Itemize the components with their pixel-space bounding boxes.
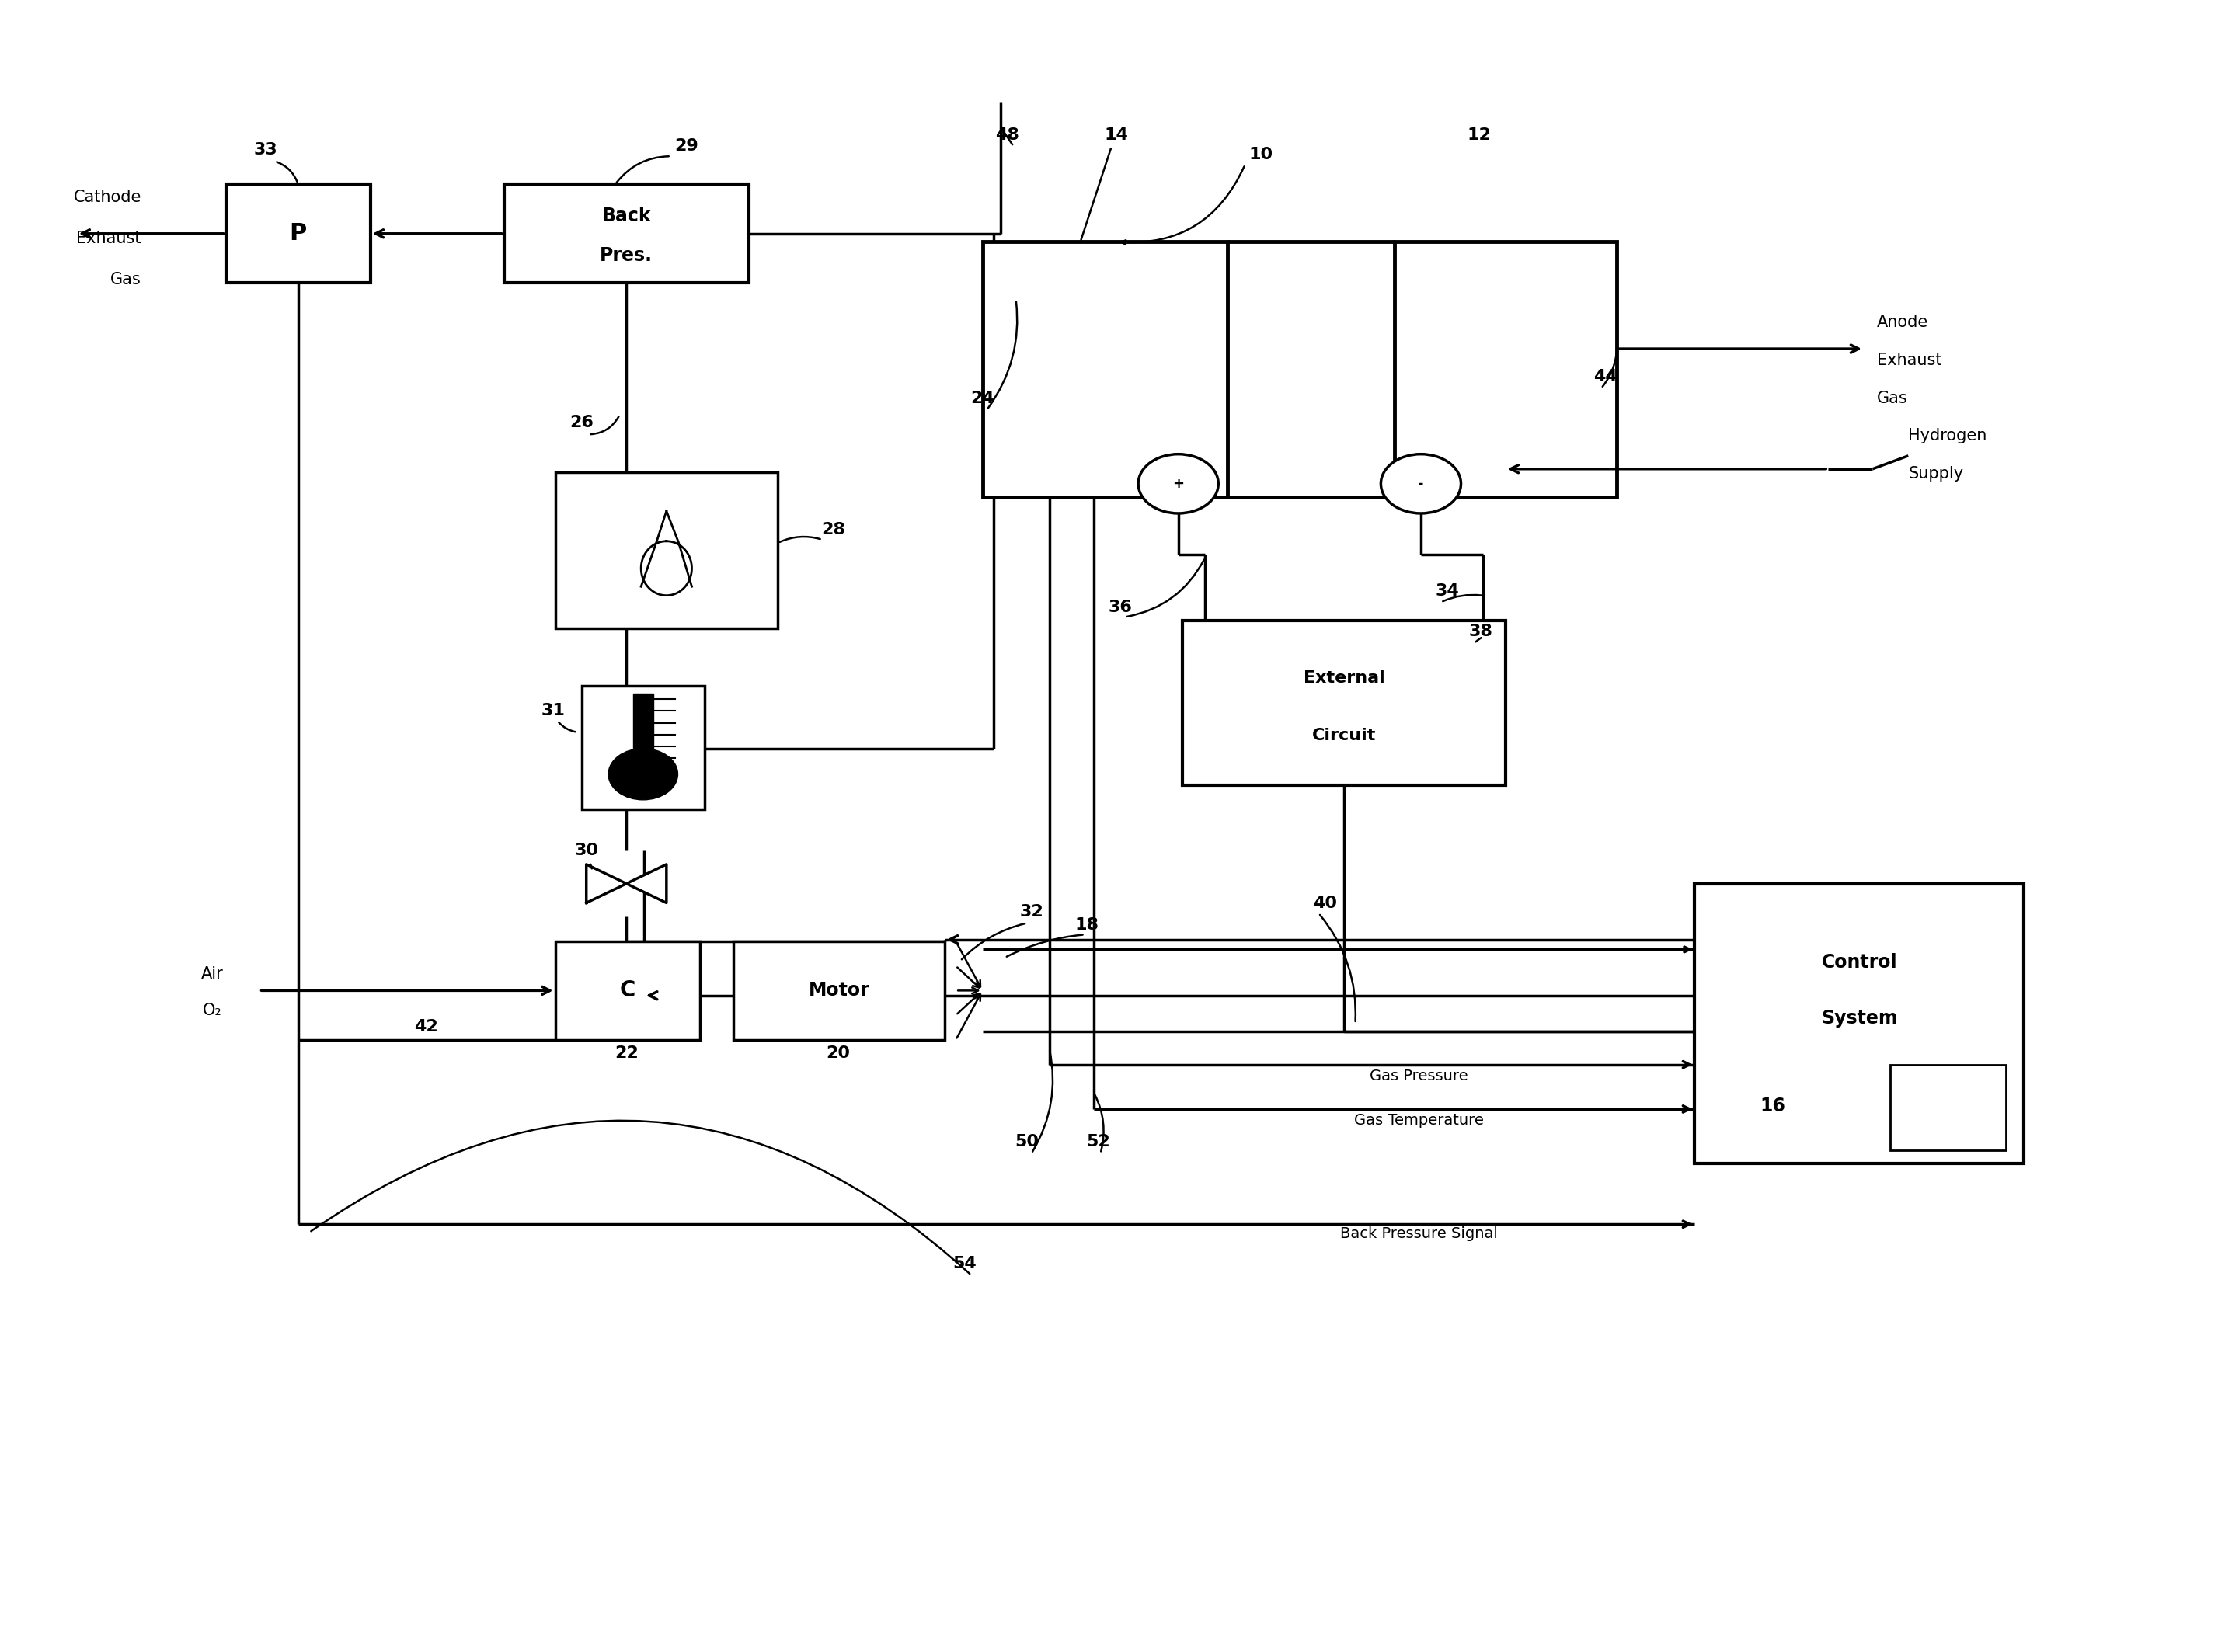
Text: 24: 24 [971,390,995,406]
Text: 16: 16 [1759,1097,1786,1115]
Text: Hydrogen: Hydrogen [1908,428,1986,444]
Text: Gas: Gas [109,273,141,287]
Text: Motor: Motor [808,981,870,999]
Text: 48: 48 [995,127,1020,142]
Text: 42: 42 [415,1019,437,1034]
Text: 18: 18 [1076,917,1098,932]
Text: 32: 32 [1020,904,1042,919]
Text: Gas: Gas [1877,390,1908,406]
Circle shape [1138,454,1219,514]
Text: Back: Back [603,206,652,225]
Bar [1183,620,1504,785]
Text: Gas Temperature: Gas Temperature [1355,1113,1484,1128]
Text: 20: 20 [826,1046,850,1061]
Circle shape [1382,454,1462,514]
Text: Exhaust: Exhaust [76,231,141,246]
Text: 44: 44 [1594,368,1618,385]
Bar [504,185,748,282]
Text: 34: 34 [1435,583,1460,598]
Text: 40: 40 [1312,895,1337,912]
Text: 36: 36 [1109,600,1132,615]
Text: 52: 52 [1087,1135,1109,1150]
Bar [1891,1064,2007,1150]
Circle shape [609,748,679,800]
Text: 22: 22 [614,1046,638,1061]
Text: 26: 26 [569,415,594,431]
Polygon shape [587,864,667,904]
Text: 31: 31 [540,704,565,719]
Text: Air: Air [201,966,223,981]
Text: O₂: O₂ [203,1003,223,1018]
Text: Exhaust: Exhaust [1877,352,1942,368]
Text: C: C [620,980,636,1001]
Bar [634,694,654,758]
Bar [982,241,1228,497]
Bar [583,686,705,809]
Bar [1694,884,2024,1163]
Text: Supply: Supply [1908,466,1964,482]
Bar [556,472,777,628]
Text: P: P [290,223,306,244]
Bar [225,185,371,282]
Text: System: System [1821,1009,1897,1028]
Text: 33: 33 [254,142,277,157]
Text: Cathode: Cathode [74,190,141,205]
Text: 14: 14 [1105,127,1127,142]
Text: 12: 12 [1466,127,1491,142]
Bar [556,942,701,1039]
Text: +: + [1172,477,1185,491]
Text: 38: 38 [1469,624,1493,639]
Text: -: - [1417,477,1424,491]
Bar [1395,241,1616,497]
Text: 50: 50 [1016,1135,1040,1150]
Text: 54: 54 [953,1256,978,1272]
Text: Anode: Anode [1877,314,1928,330]
Text: 30: 30 [574,843,598,859]
Text: 29: 29 [674,139,699,154]
Text: Pres.: Pres. [600,246,652,264]
Bar [732,942,944,1039]
Text: Control: Control [1821,953,1897,971]
Text: 10: 10 [1248,147,1272,162]
Text: Circuit: Circuit [1312,729,1377,743]
Text: Gas Pressure: Gas Pressure [1370,1069,1469,1084]
Text: External: External [1303,671,1384,686]
Text: 28: 28 [821,522,846,537]
Text: Back Pressure Signal: Back Pressure Signal [1339,1227,1498,1241]
